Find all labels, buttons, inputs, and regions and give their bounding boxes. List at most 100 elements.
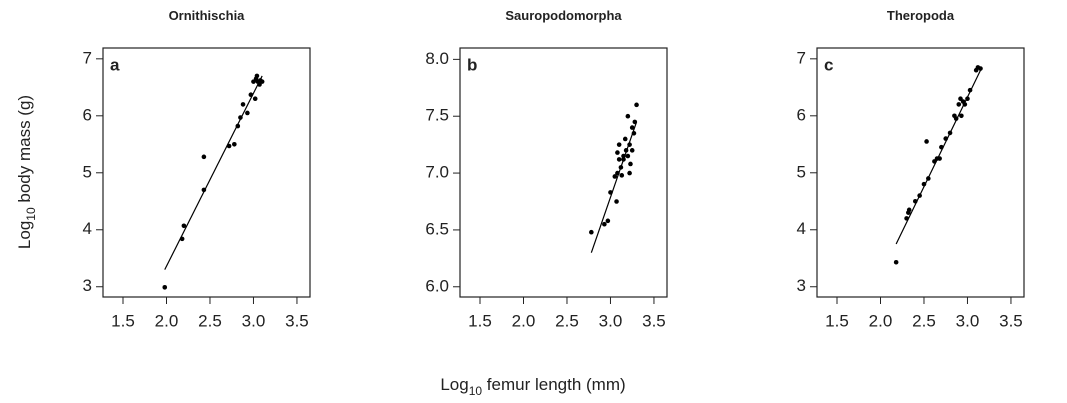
data-point: [953, 116, 959, 121]
data-point: [906, 207, 912, 213]
y-tick-label: 7: [83, 48, 92, 67]
data-point: [629, 125, 635, 130]
data-point: [921, 181, 927, 187]
x-axis-label: Log10 femur length (mm): [440, 375, 625, 398]
label-part: femur length (mm): [482, 375, 626, 394]
x-tick-label: 3.0: [599, 311, 623, 330]
data-point: [627, 170, 632, 176]
panel-title: Ornithischia: [169, 8, 246, 23]
panel-letter: a: [110, 55, 120, 74]
y-tick-label: 4: [797, 219, 806, 238]
panel-letter: b: [467, 55, 477, 74]
plot-frame: [102, 47, 311, 298]
data-point: [201, 154, 207, 160]
data-point: [937, 156, 942, 161]
x-tick-label: 2.0: [512, 311, 536, 330]
data-point: [926, 176, 931, 181]
plot-frame: [459, 47, 668, 298]
data-point: [629, 148, 635, 153]
plot-frame: [816, 47, 1025, 298]
x-tick-label: 1.5: [825, 311, 849, 330]
data-point: [252, 96, 258, 102]
y-tick-label: 4: [83, 219, 92, 238]
data-point: [904, 216, 909, 221]
y-tick-label: 6: [83, 105, 92, 124]
data-point: [618, 165, 624, 170]
data-point: [632, 119, 638, 125]
x-tick-label: 3.5: [642, 311, 666, 330]
panel-title: Sauropodomorpha: [505, 8, 622, 23]
data-point: [625, 113, 631, 119]
data-point: [245, 110, 250, 116]
data-point: [616, 142, 622, 147]
data-point: [627, 142, 632, 147]
data-point: [181, 223, 187, 229]
x-tick-label: 2.5: [555, 311, 579, 330]
data-point: [240, 102, 246, 107]
data-point: [959, 113, 964, 119]
data-point: [232, 141, 237, 147]
y-tick-label: 6.0: [425, 276, 449, 295]
data-point: [939, 144, 944, 150]
data-point: [238, 115, 243, 120]
data-point: [179, 236, 185, 242]
data-point: [893, 259, 899, 265]
y-tick-label: 6.5: [425, 219, 449, 238]
data-point: [967, 87, 973, 93]
data-point: [614, 199, 619, 204]
y-tick-label: 8.0: [425, 49, 449, 68]
data-point: [625, 153, 631, 159]
label-part: Log: [440, 375, 468, 394]
data-point: [259, 79, 265, 84]
data-point: [943, 136, 949, 141]
x-tick-label: 3.5: [999, 311, 1023, 330]
data-point: [628, 161, 633, 167]
data-point: [162, 285, 168, 290]
y-tick-label: 7.0: [425, 163, 449, 182]
y-tick-label: 5: [797, 162, 806, 181]
x-tick-label: 2.5: [912, 311, 936, 330]
data-point: [634, 102, 639, 108]
y-tick-label: 3: [797, 276, 806, 295]
label-part: Log: [15, 221, 34, 249]
data-point: [226, 143, 232, 149]
data-point: [608, 190, 613, 195]
y-tick-label: 6: [797, 105, 806, 124]
x-tick-label: 2.0: [155, 311, 179, 330]
fit-line: [164, 75, 263, 270]
data-point: [619, 173, 625, 178]
data-point: [612, 174, 618, 179]
data-point: [248, 92, 254, 98]
data-point: [912, 198, 918, 204]
data-point: [602, 221, 607, 227]
data-point: [201, 187, 207, 193]
x-tick-label: 2.0: [869, 311, 893, 330]
data-point: [917, 193, 922, 198]
panel-title: Theropoda: [887, 8, 955, 23]
y-tick-label: 7.5: [425, 106, 449, 125]
data-point: [605, 218, 611, 224]
data-point: [616, 157, 622, 162]
x-tick-label: 3.0: [956, 311, 980, 330]
data-point: [924, 139, 929, 144]
x-tick-label: 3.5: [285, 311, 309, 330]
data-point: [623, 148, 629, 153]
data-point: [621, 153, 626, 159]
label-part: body mass (g): [15, 95, 34, 207]
label-subscript: 10: [24, 207, 38, 221]
data-point: [956, 102, 962, 107]
data-point: [235, 123, 241, 129]
data-point: [947, 130, 953, 136]
y-tick-label: 7: [797, 48, 806, 67]
data-point: [978, 66, 983, 71]
x-tick-label: 3.0: [242, 311, 266, 330]
data-point: [622, 136, 628, 142]
data-point: [621, 157, 626, 162]
x-tick-label: 1.5: [468, 311, 492, 330]
label-subscript: 10: [469, 384, 483, 398]
data-point: [615, 170, 620, 176]
y-axis-label: Log10 body mass (g): [15, 95, 38, 249]
data-point: [254, 73, 260, 79]
data-point: [962, 102, 968, 107]
